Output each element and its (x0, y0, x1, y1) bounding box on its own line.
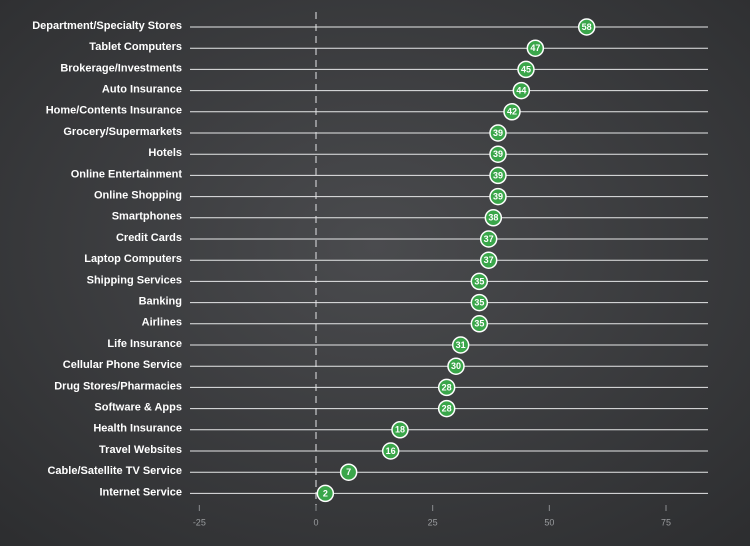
value-label: 35 (474, 276, 484, 286)
category-label: Hotels (148, 147, 182, 159)
dot (489, 187, 507, 206)
category-label: Shipping Services (87, 274, 182, 286)
x-tick-label: 50 (544, 517, 554, 527)
dot (489, 166, 507, 185)
category-label: Cellular Phone Service (63, 359, 182, 371)
dot (489, 124, 507, 142)
value-label: 28 (442, 382, 452, 392)
value-label: 39 (493, 149, 503, 159)
category-label: Software & Apps (94, 402, 182, 414)
value-label: 28 (442, 403, 452, 413)
dot (470, 315, 489, 333)
dot (512, 81, 531, 100)
dot (489, 145, 507, 163)
dot (437, 378, 456, 397)
value-label: 42 (507, 107, 517, 117)
value-label: 39 (493, 170, 503, 180)
value-label: 16 (386, 446, 396, 456)
category-label: Life Insurance (107, 338, 182, 350)
x-tick-label: 0 (313, 517, 318, 527)
dot (479, 230, 498, 248)
category-label: Home/Contents Insurance (46, 105, 182, 117)
dot (484, 209, 503, 227)
dot (381, 442, 400, 460)
value-label: 30 (451, 361, 461, 371)
dot (451, 336, 470, 354)
category-label: Airlines (142, 317, 182, 329)
category-label: Internet Service (99, 486, 182, 498)
dot (470, 293, 489, 312)
dot (526, 39, 545, 57)
category-label: Online Shopping (94, 190, 182, 202)
dot (470, 272, 489, 291)
value-label: 45 (521, 64, 531, 74)
dot (479, 251, 498, 269)
category-label: Department/Specialty Stores (32, 20, 182, 32)
category-label: Tablet Computers (89, 41, 182, 53)
category-label: Health Insurance (93, 423, 182, 435)
category-label: Drug Stores/Pharmacies (54, 380, 182, 392)
value-label: 37 (484, 234, 494, 244)
value-label: 39 (493, 128, 503, 138)
dot (447, 357, 465, 375)
dot (339, 463, 358, 481)
value-label: 18 (395, 425, 405, 435)
category-label: Brokerage/Investments (60, 62, 182, 74)
value-label: 35 (474, 297, 484, 307)
value-label: 38 (488, 213, 498, 223)
dot (437, 399, 456, 418)
dot (316, 484, 335, 503)
dot (577, 18, 596, 36)
value-label: 39 (493, 191, 503, 201)
value-label: 7 (346, 467, 351, 477)
value-label: 31 (456, 340, 466, 350)
category-label: Auto Insurance (102, 84, 182, 96)
category-label: Banking (139, 296, 182, 308)
value-label: 58 (582, 22, 592, 32)
value-label: 35 (474, 319, 484, 329)
dot (391, 421, 409, 439)
category-label: Laptop Computers (84, 253, 182, 265)
value-label: 37 (484, 255, 494, 265)
category-label: Online Entertainment (71, 168, 183, 180)
value-label: 44 (516, 85, 526, 95)
category-label: Grocery/Supermarkets (63, 126, 182, 138)
dot (517, 60, 535, 79)
category-label: Credit Cards (116, 232, 182, 244)
category-label: Cable/Satellite TV Service (47, 465, 182, 477)
value-label: 47 (530, 43, 540, 53)
x-tick-label: -25 (193, 517, 206, 527)
category-label: Travel Websites (99, 444, 182, 456)
category-label: Smartphones (112, 211, 182, 223)
x-tick-label: 75 (661, 517, 671, 527)
x-tick-label: 25 (428, 517, 438, 527)
value-label: 2 (323, 488, 328, 498)
dot (503, 103, 521, 121)
